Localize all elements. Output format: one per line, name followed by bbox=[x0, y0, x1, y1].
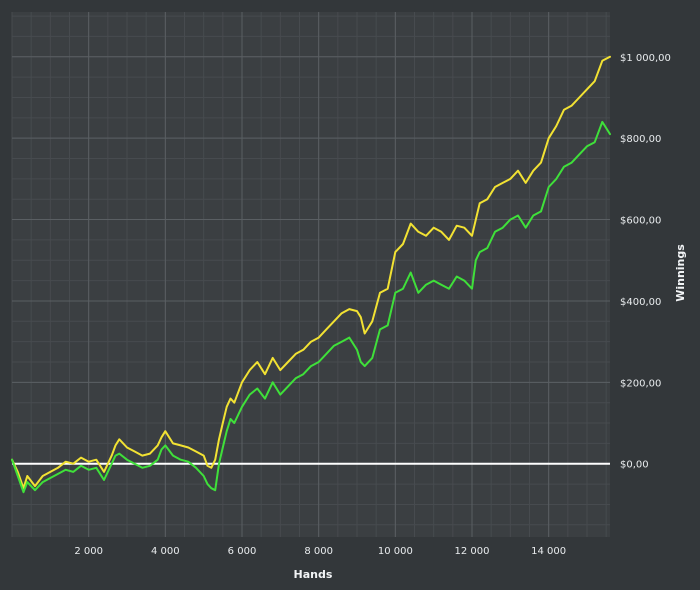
x-axis-title: Hands bbox=[294, 568, 333, 581]
y-axis-title: Winnings bbox=[674, 244, 687, 302]
x-tick-label: 6 000 bbox=[228, 546, 257, 557]
x-tick-label: 12 000 bbox=[455, 546, 490, 557]
y-tick-label: $600,00 bbox=[620, 216, 661, 227]
x-tick-label: 10 000 bbox=[378, 546, 413, 557]
y-tick-label: $1 000,00 bbox=[620, 53, 671, 64]
x-axis-ticks: 2 000 4 000 6 000 8 000 10 000 12 000 14 000 bbox=[74, 546, 566, 557]
plot-area bbox=[12, 12, 610, 537]
series-layer bbox=[11, 55, 611, 494]
y-axis-ticks: $0,00 $200,00 $400,00 $600,00 $800,00 $1 000,… bbox=[620, 53, 671, 471]
major-grid bbox=[12, 12, 610, 537]
y-tick-label: $0,00 bbox=[620, 460, 649, 471]
series-line-1 bbox=[11, 55, 611, 490]
x-tick-label: 4 000 bbox=[151, 546, 180, 557]
y-tick-label: $200,00 bbox=[620, 378, 661, 389]
x-tick-label: 14 000 bbox=[531, 546, 566, 557]
x-tick-label: 8 000 bbox=[304, 546, 333, 557]
x-tick-label: 2 000 bbox=[74, 546, 103, 557]
y-tick-label: $800,00 bbox=[620, 134, 661, 145]
series-line-2 bbox=[11, 120, 611, 494]
y-tick-label: $400,00 bbox=[620, 297, 661, 308]
